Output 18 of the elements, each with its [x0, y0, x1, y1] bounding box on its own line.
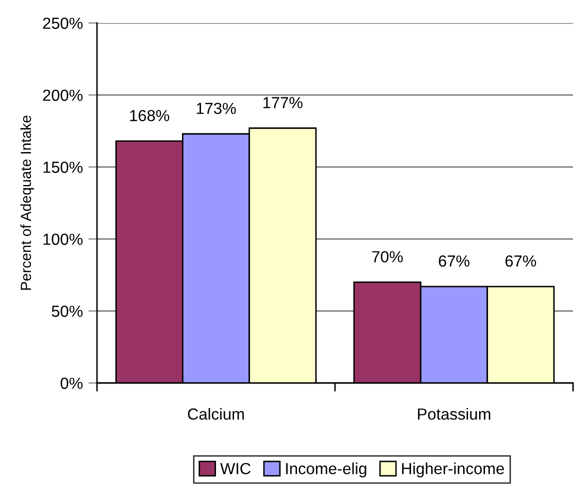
x-tick-label: Calcium	[188, 408, 244, 420]
y-tick-label: 100%	[43, 234, 83, 245]
y-tick-label: 200%	[43, 90, 83, 101]
legend-label: Higher-income	[402, 462, 504, 478]
y-tick-label: 0%	[60, 378, 83, 389]
data-label: 70%	[372, 251, 403, 262]
legend-label: Income-elig	[286, 462, 366, 478]
x-tick-label: Potassium	[418, 408, 490, 420]
data-label: 168%	[130, 110, 170, 122]
data-label: 173%	[196, 102, 236, 114]
y-axis-title: Percent of Adequate Intake	[20, 116, 34, 290]
y-tick-label: 50%	[52, 306, 83, 317]
data-label: 177%	[263, 97, 302, 108]
y-tick-label: 250%	[43, 18, 83, 29]
data-label: 67%	[505, 255, 536, 267]
y-tick-label: 150%	[43, 162, 83, 173]
data-label: 67%	[438, 255, 470, 267]
legend-label: WIC	[220, 462, 251, 474]
